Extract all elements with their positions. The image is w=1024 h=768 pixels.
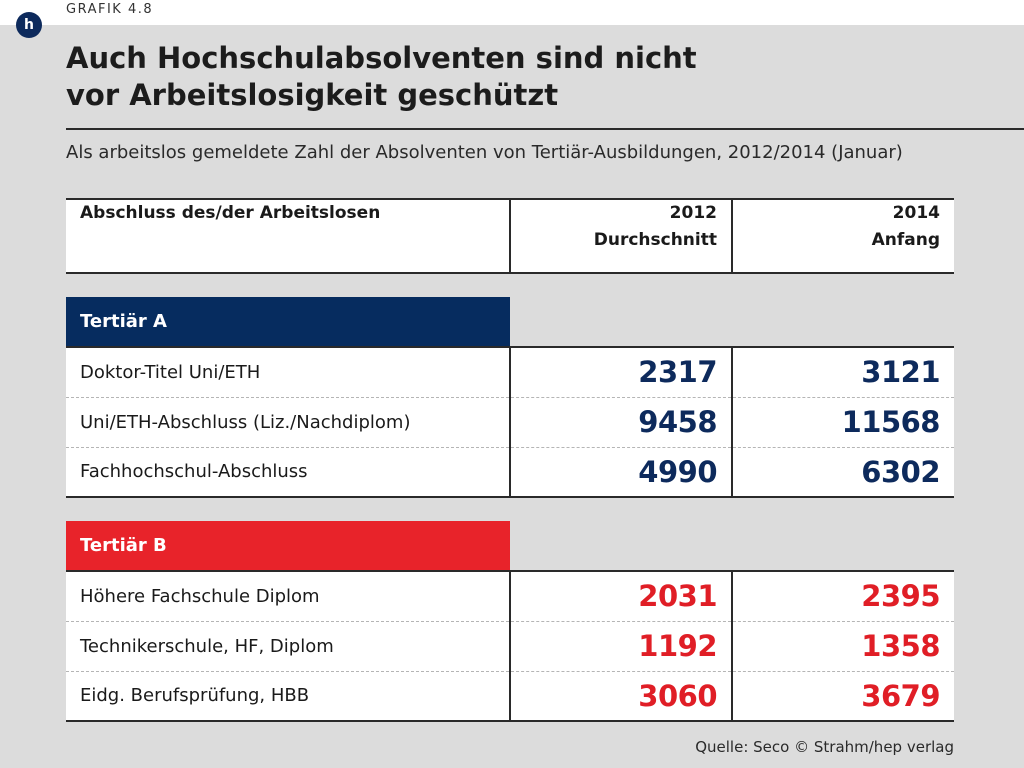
column-header-degree-label: Abschluss des/der Arbeitslosen: [80, 203, 381, 223]
value-2014: 3121: [731, 346, 954, 397]
data-table: Abschluss des/der Arbeitslosen 2012 Durc…: [66, 198, 954, 722]
value-2014: 6302: [731, 446, 954, 498]
column-header-2012-desc: Durchschnitt: [593, 230, 717, 250]
chart-title-line-2: vor Arbeitslosigkeit geschützt: [66, 78, 559, 112]
copyright-label: © Strahm/hep verlag: [794, 738, 954, 756]
value-2012: 4990: [509, 446, 732, 498]
column-header-2014-desc: Anfang: [871, 230, 940, 250]
table-row: Technikerschule, HF, Diplom 1192 1358: [66, 620, 954, 671]
column-header-2012: 2012 Durchschnitt: [509, 198, 732, 274]
row-label: Uni/ETH-Abschluss (Liz./Nachdiplom): [66, 396, 510, 447]
table-header-row: Abschluss des/der Arbeitslosen 2012 Durc…: [66, 198, 954, 274]
section-header-row: Tertiär A: [66, 297, 954, 347]
row-label: Technikerschule, HF, Diplom: [66, 620, 510, 671]
value-2012: 9458: [509, 396, 732, 447]
row-label: Doktor-Titel Uni/ETH: [66, 346, 510, 397]
figure-number: GRAFIK 4.8: [66, 2, 154, 17]
table-row: Uni/ETH-Abschluss (Liz./Nachdiplom) 9458…: [66, 396, 954, 447]
top-strip: [0, 0, 1024, 25]
source-label: Quelle: Seco: [695, 738, 790, 756]
publisher-logo-icon: h: [16, 12, 42, 38]
table-row: Fachhochschul-Abschluss 4990 6302: [66, 446, 954, 498]
section-label-tertiaer-a: Tertiär A: [66, 297, 510, 347]
chart-subtitle: Als arbeitslos gemeldete Zahl der Absolv…: [66, 142, 903, 163]
column-header-2012-year: 2012: [669, 203, 717, 223]
row-label: Eidg. Berufsprüfung, HBB: [66, 670, 510, 722]
value-2014: 3679: [731, 670, 954, 722]
table-row: Höhere Fachschule Diplom 2031 2395: [66, 570, 954, 621]
value-2014: 11568: [731, 396, 954, 447]
value-2012: 3060: [509, 670, 732, 722]
column-header-degree: Abschluss des/der Arbeitslosen: [66, 198, 510, 274]
chart-title-line-1: Auch Hochschulabsolventen sind nicht: [66, 41, 697, 75]
table-row: Eidg. Berufsprüfung, HBB 3060 3679: [66, 670, 954, 722]
value-2014: 1358: [731, 620, 954, 671]
table-row: Doktor-Titel Uni/ETH 2317 3121: [66, 346, 954, 397]
section-label-tertiaer-b: Tertiär B: [66, 521, 510, 571]
value-2012: 2317: [509, 346, 732, 397]
source-note: Quelle: Seco © Strahm/hep verlag: [695, 738, 954, 756]
chart-title: Auch Hochschulabsolventen sind nicht vor…: [66, 40, 966, 114]
value-2012: 2031: [509, 570, 732, 621]
row-label: Höhere Fachschule Diplom: [66, 570, 510, 621]
column-header-2014-year: 2014: [892, 203, 940, 223]
value-2012: 1192: [509, 620, 732, 671]
title-rule: [66, 128, 1024, 130]
row-label: Fachhochschul-Abschluss: [66, 446, 510, 498]
column-header-2014: 2014 Anfang: [731, 198, 954, 274]
section-header-row: Tertiär B: [66, 521, 954, 571]
value-2014: 2395: [731, 570, 954, 621]
